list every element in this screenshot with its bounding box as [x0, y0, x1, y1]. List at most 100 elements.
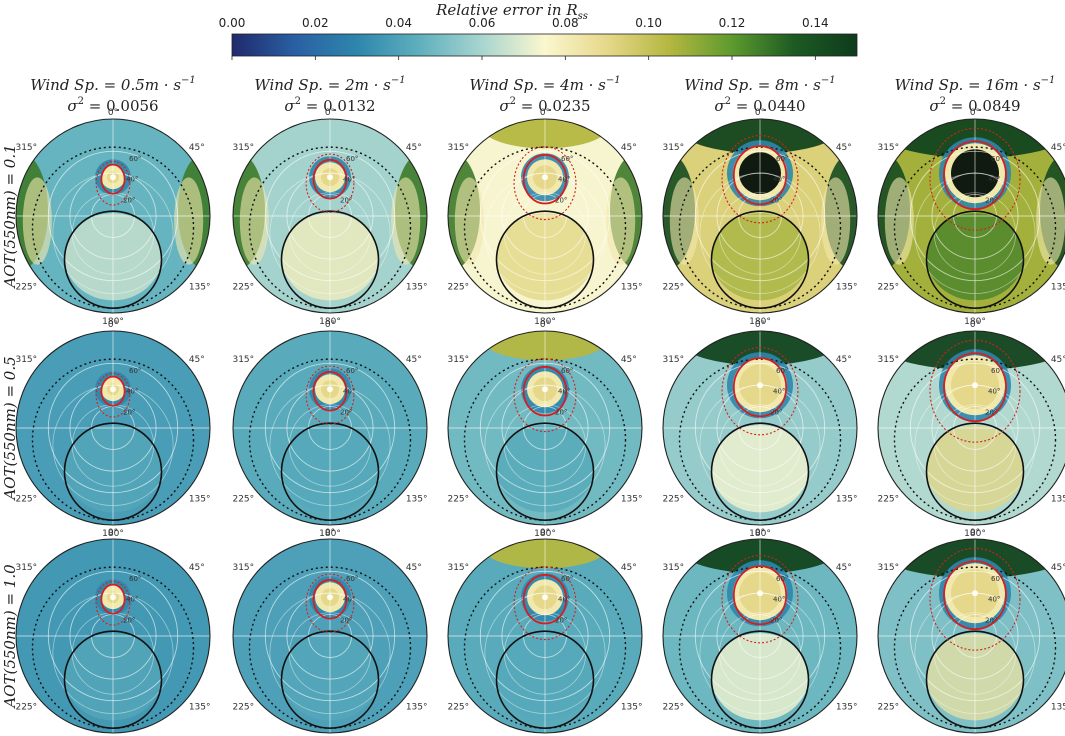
azimuth-label-bottom-left: 225°	[232, 703, 254, 713]
panel-border	[877, 118, 1065, 314]
azimuth-label-top-right: 45°	[406, 563, 422, 573]
panel-field	[663, 331, 857, 525]
zenith-label: 60°	[776, 575, 788, 583]
zenith-label: 60°	[346, 155, 358, 163]
zenith-label: 40°	[558, 388, 570, 396]
azimuth-label-bottom: 180°	[749, 317, 771, 327]
azimuth-label-top-left: 315°	[15, 563, 37, 573]
azimuth-label-bottom-left: 225°	[15, 703, 37, 713]
zenith-label: 60°	[346, 575, 358, 583]
red-contour-dashed	[513, 566, 577, 641]
azimuth-label-bottom-left: 225°	[877, 283, 899, 293]
azimuth-label-bottom-left: 225°	[232, 283, 254, 293]
polar-panel: 20° 40° 60° 0° 45° 315° 135° 225° 180°	[232, 320, 428, 539]
zenith-label: 20°	[770, 409, 782, 417]
zenith-label: 60°	[129, 155, 141, 163]
azimuth-label-top-left: 315°	[877, 563, 899, 573]
azimuth-label-top-left: 315°	[447, 355, 469, 365]
panel-field	[663, 539, 857, 733]
side-lobe-inner	[22, 177, 52, 265]
zenith-label: 20°	[123, 409, 135, 417]
azimuth-label-top-right: 45°	[1051, 563, 1065, 573]
azimuth-label-bottom-left: 225°	[447, 283, 469, 293]
azimuth-label-bottom-right: 135°	[836, 495, 858, 505]
panel-field	[878, 331, 1065, 525]
solid-circle	[925, 210, 1025, 309]
panel-border	[447, 538, 643, 734]
column-headers: Wind Sp. = 0.5m · s−1 σ2 = 0.0056 Wind Sp.…	[30, 75, 1055, 115]
side-lobe-inner	[669, 177, 699, 265]
azimuth-label-bottom-right: 135°	[189, 703, 211, 713]
azimuth-label-bottom-left: 225°	[662, 703, 684, 713]
panel-border	[662, 538, 858, 734]
solid-circle	[63, 630, 163, 729]
colorbar-tick-label: 0.00	[219, 16, 246, 30]
column-sigma: σ2 = 0.0849	[929, 96, 1020, 115]
azimuth-label-top-right: 45°	[836, 143, 852, 153]
red-contour-dashed	[305, 573, 355, 633]
panel-field	[16, 331, 210, 525]
azimuth-label-top-right: 45°	[189, 355, 205, 365]
colorbar-tick-label: 0.08	[552, 16, 579, 30]
zenith-label: 40°	[773, 388, 785, 396]
azimuth-label-top: 0°	[540, 320, 550, 330]
polar-panel: 20° 40° 60° 0° 45° 315° 135° 225° 180°	[662, 320, 858, 539]
azimuth-label-bottom-right: 135°	[406, 283, 428, 293]
red-contour	[943, 140, 1007, 211]
red-contour-dashed	[929, 127, 1021, 231]
zenith-label: 40°	[343, 388, 355, 396]
colorbar: Relative error in Rss 0.00 0.02 0.04 0.06 0.…	[219, 1, 858, 60]
azimuth-label-bottom-right: 135°	[189, 495, 211, 505]
zenith-label: 20°	[340, 197, 352, 205]
azimuth-label-top: 0°	[108, 108, 118, 118]
zenith-label: 20°	[770, 617, 782, 625]
zenith-label: 20°	[985, 409, 997, 417]
azimuth-label-bottom: 180°	[319, 529, 341, 539]
azimuth-label-top-right: 45°	[1051, 355, 1065, 365]
azimuth-label-bottom-left: 225°	[877, 495, 899, 505]
panel-field	[233, 331, 427, 525]
red-contour	[943, 560, 1007, 631]
panel-border	[232, 538, 428, 734]
azimuth-label-top-left: 315°	[15, 143, 37, 153]
red-contour-dashed	[721, 134, 799, 224]
zenith-label: 40°	[773, 176, 785, 184]
panel-border	[877, 538, 1065, 734]
azimuth-label-top-right: 45°	[1051, 143, 1065, 153]
red-contour	[943, 352, 1007, 423]
red-contour	[100, 375, 126, 407]
solid-circle	[63, 422, 163, 521]
solid-circle	[495, 210, 595, 309]
solid-circle	[280, 422, 380, 521]
side-lobe-inner	[174, 177, 204, 265]
azimuth-label-bottom: 180°	[749, 529, 771, 539]
zenith-label: 40°	[343, 176, 355, 184]
red-contour-dashed	[305, 153, 355, 213]
azimuth-label-top: 0°	[755, 320, 765, 330]
azimuth-label-top-right: 45°	[836, 355, 852, 365]
red-contour-dashed	[929, 547, 1021, 651]
side-lobe-inner	[1036, 177, 1065, 265]
polar-panel: 20° 40° 60° 0° 45° 315° 135° 225° 180°	[15, 320, 211, 539]
row-labels: AOT(550nm) = 0.1 AOT(550nm) = 0.5 AOT(550n…	[1, 144, 19, 709]
zenith-label: 40°	[558, 596, 570, 604]
azimuth-label-bottom-right: 135°	[189, 283, 211, 293]
polar-panel: 20° 40° 60° 0° 45° 315° 135° 225° 180°	[662, 528, 858, 734]
column-sigma: σ2 = 0.0235	[499, 96, 590, 115]
azimuth-label-top-left: 315°	[662, 143, 684, 153]
red-contour-dashed	[95, 580, 131, 626]
azimuth-label-top: 0°	[540, 528, 550, 538]
zenith-label: 60°	[561, 155, 573, 163]
colorbar-tick-label: 0.04	[385, 16, 412, 30]
azimuth-label-top-right: 45°	[621, 355, 637, 365]
azimuth-label-bottom: 180°	[102, 529, 124, 539]
red-contour-dashed	[305, 365, 355, 425]
red-contour-dashed	[513, 358, 577, 433]
azimuth-label-bottom-right: 135°	[1051, 283, 1065, 293]
azimuth-label-bottom-left: 225°	[15, 495, 37, 505]
colorbar-tick-label: 0.06	[469, 16, 496, 30]
red-contour	[732, 565, 788, 626]
azimuth-label-top: 0°	[540, 108, 550, 118]
azimuth-label-bottom: 180°	[102, 317, 124, 327]
panel-field	[448, 331, 642, 525]
